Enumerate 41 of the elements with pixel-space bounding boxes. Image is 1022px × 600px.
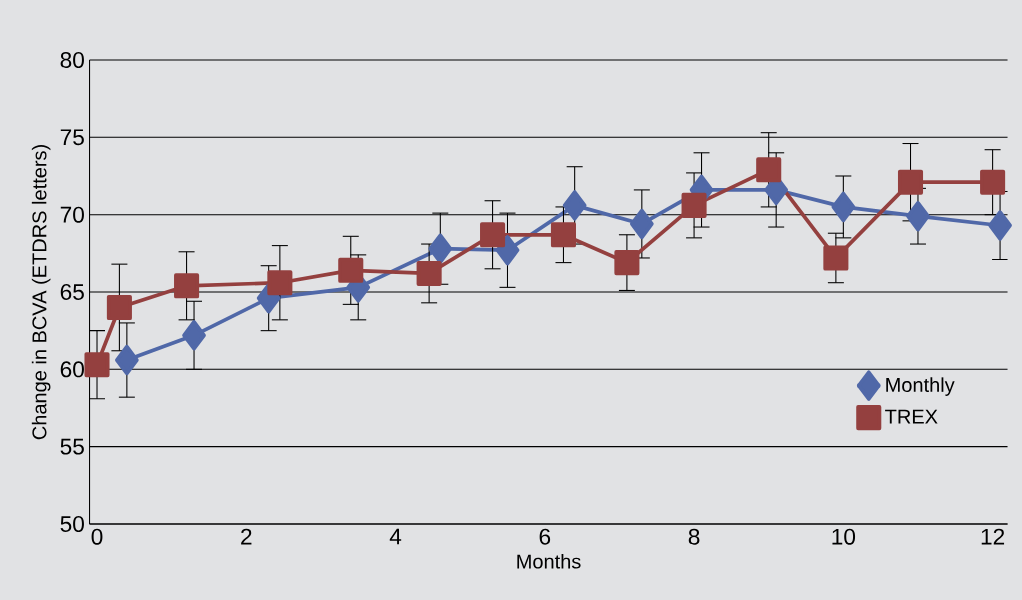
y-tick-label: 70 <box>60 206 84 223</box>
point <box>980 169 1006 195</box>
point <box>681 192 707 218</box>
y-tick-label: 50 <box>60 515 84 533</box>
y-tick-label: 65 <box>60 283 84 301</box>
point <box>823 245 849 271</box>
point <box>416 260 442 286</box>
point <box>338 257 364 283</box>
x-tick-label: 10 <box>832 528 856 545</box>
point <box>428 233 453 264</box>
point <box>897 169 924 195</box>
point <box>106 294 132 320</box>
point <box>562 190 587 221</box>
point <box>906 201 930 232</box>
point <box>114 344 139 376</box>
point <box>84 352 110 378</box>
point <box>988 210 1012 241</box>
y-tick-label: 80 <box>60 51 84 69</box>
x-axis-title: Months <box>517 553 581 569</box>
x-tick-label: 4 <box>389 528 402 545</box>
point <box>182 320 206 351</box>
point <box>550 222 577 248</box>
y-tick-label: 55 <box>60 438 84 455</box>
y-tick-label: 60 <box>60 361 84 378</box>
x-tick-label: 2 <box>241 528 252 545</box>
legend-label: TREX <box>885 409 938 424</box>
x-tick-label: 0 <box>91 528 103 545</box>
point <box>480 222 506 248</box>
x-tick-label: 12 <box>981 528 1005 545</box>
x-tick-label: 8 <box>688 528 700 545</box>
y-axis-title: Change in BCVA (ETDRS letters) <box>31 145 51 440</box>
x-tick-label: 6 <box>539 528 551 545</box>
point <box>174 273 200 299</box>
point <box>495 235 520 266</box>
point <box>629 208 654 240</box>
legend-label: Monthly <box>886 377 955 396</box>
y-tick-label: 75 <box>60 129 84 146</box>
point <box>756 157 782 183</box>
point <box>614 250 640 276</box>
point <box>267 270 293 296</box>
point <box>831 191 856 223</box>
